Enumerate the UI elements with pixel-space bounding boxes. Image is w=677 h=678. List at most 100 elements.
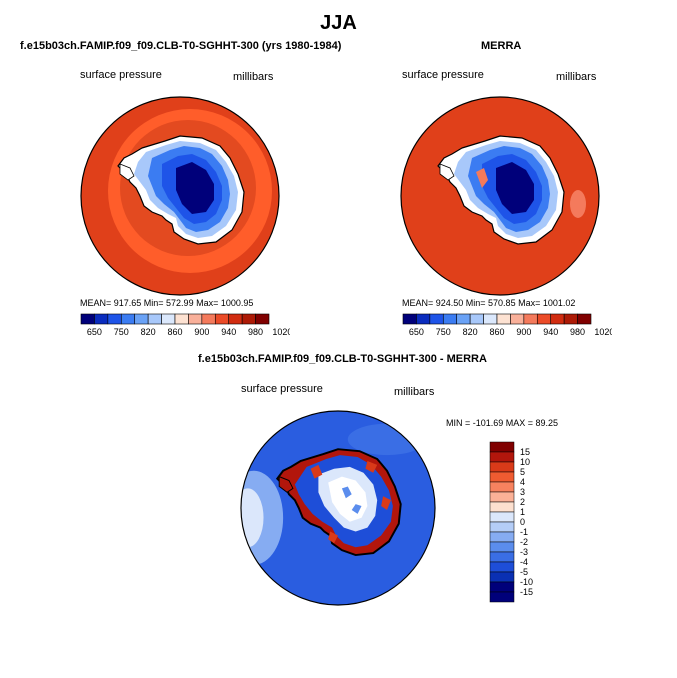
panel2-colorbar-swatch [550,313,565,325]
panel2-colorbar-swatch [469,313,484,325]
panel3-colorbar-swatch [489,441,515,453]
panel1-colorbar-swatch [134,313,149,325]
panel2-colorbar-tick-label: 980 [570,327,585,337]
panel1-colorbar-swatch [201,313,216,325]
panel2-colorbar-swatch [577,313,592,325]
panel1-colorbar-swatch [161,313,176,325]
panel1-colorbar-tick-label: 900 [194,327,209,337]
panel2-colorbar: 650 750 820 860 900 940 980 1020 [402,313,612,337]
panel3-colorbar-swatch [489,481,515,493]
panel3-title: f.e15b03ch.FAMIP.f09_f09.CLB-T0-SGHHT-30… [198,353,487,365]
panel3-colorbar-tick-label: -10 [520,577,533,587]
panel3-colorbar-swatch [489,541,515,553]
panel1-colorbar-swatch [188,313,203,325]
panel3-colorbar-tick-label: -15 [520,587,533,597]
panel2-colorbar-swatch [483,313,498,325]
panel3-colorbar-swatch [489,521,515,533]
panel3-colorbar-tick-label: -5 [520,567,528,577]
panel2-map [400,96,600,296]
panel2-colorbar-tick-label: 1020 [594,327,612,337]
panel2-ocean-anomaly [570,190,586,218]
panel3-red-patches [310,460,391,544]
panel1-units-label: millibars [233,71,274,83]
panel3-west-anomaly-core [240,488,264,548]
panel3-colorbar-tick-label: -2 [520,537,528,547]
panel3-colorbar-tick-label: 0 [520,517,525,527]
panel1-colorbar-tick-label: 940 [221,327,236,337]
panel1-colorbar-tick-label: 1020 [272,327,290,337]
panel1-colorbar-swatch [228,313,243,325]
panel3-colorbar-swatch [489,491,515,503]
panel1-colorbar-swatch [255,313,270,325]
panel3-colorbar-swatch [489,581,515,593]
panel3-colorbar-tick-label: 10 [520,457,530,467]
panel3-colorbar-swatch [489,501,515,513]
panel3-colorbar-tick-label: 1 [520,507,525,517]
panel3-colorbar-tick-label: -4 [520,557,528,567]
panel2-ice-plateau [496,162,534,214]
panel3-colorbar-swatch [489,531,515,543]
panel2-colorbar-swatch [402,313,417,325]
panel2-colorbar-tick-label: 940 [543,327,558,337]
panel3-map [240,410,436,606]
panel1-colorbar-swatch [107,313,122,325]
panel2-colorbar-swatch [456,313,471,325]
panel2-colorbar-swatch [536,313,552,325]
panel3-peninsula [278,475,294,493]
panel3-blue-patches [341,486,362,514]
panel1-colorbar: 650 750 820 860 900 940 980 1020 [80,313,290,337]
panel3-colorbar-tick-label: 2 [520,497,525,507]
panel1-peninsula [119,163,135,181]
figure-title: JJA [320,12,357,34]
panel1-variable-label: surface pressure [80,69,162,81]
panel3-colorbar-tick-label: 5 [520,467,525,477]
panel2-peninsula [439,163,455,181]
panel1-colorbar-tick-label: 750 [114,327,129,337]
panel2-stats: MEAN= 924.50 Min= 570.85 Max= 1001.02 [402,298,576,308]
panel1-colorbar-tick-label: 980 [248,327,263,337]
panel2-colorbar-tick-label: 820 [463,327,478,337]
panel3-colorbar-tick-label: 3 [520,487,525,497]
panel2-colorbar-tick-label: 900 [516,327,531,337]
panel2-colorbar-swatch [416,313,431,325]
panel3-variable-label: surface pressure [241,383,323,395]
panel1-colorbar-swatch [147,313,162,325]
panel1-ice-plateau [176,162,214,214]
panel1-colorbar-swatch [120,313,136,325]
panel1-colorbar-tick-label: 820 [141,327,156,337]
panel3-colorbar-swatch [489,551,515,563]
panel3-colorbar-swatch [489,591,515,603]
panel3-colorbar-tick-label: 4 [520,477,525,487]
panel2-units-label: millibars [556,71,597,83]
panel3-colorbar-tick-label: -3 [520,547,528,557]
panel2-colorbar-swatch [510,313,525,325]
panel3-stats: MIN = -101.69 MAX = 89.25 [446,418,559,428]
panel1-colorbar-swatch [241,313,256,325]
panel3-colorbar-swatch [489,571,515,583]
panel1-colorbar-tick-label: 860 [167,327,182,337]
panel1-colorbar-swatch [174,313,189,325]
panel1-colorbar-swatch [94,313,109,325]
panel3-units-label: millibars [394,386,435,398]
panel1-colorbar-swatch [80,313,95,325]
panel2-colorbar-swatch [563,313,578,325]
panel2-shelf [476,168,488,188]
panel3-colorbar-swatch [489,471,515,483]
panel2-colorbar-swatch [496,313,511,325]
panel3-colorbar-swatch [489,451,515,463]
panel1-colorbar-tick-label: 650 [87,327,102,337]
panel1-title: f.e15b03ch.FAMIP.f09_f09.CLB-T0-SGHHT-30… [20,40,342,52]
panel1-colorbar-swatch [214,313,230,325]
panel2-colorbar-tick-label: 860 [489,327,504,337]
panel2-colorbar-swatch [523,313,538,325]
panel2-variable-label: surface pressure [402,69,484,81]
panel2-colorbar-swatch [429,313,444,325]
panel2-colorbar-tick-label: 750 [436,327,451,337]
panel3-colorbar-swatch [489,561,515,573]
panel3-colorbar-tick-label: 15 [520,447,530,457]
panel2-colorbar-swatch [442,313,458,325]
panel3-colorbar-tick-label: -1 [520,527,528,537]
panel1-map [80,96,280,296]
panel3-colorbar-swatch [489,461,515,473]
